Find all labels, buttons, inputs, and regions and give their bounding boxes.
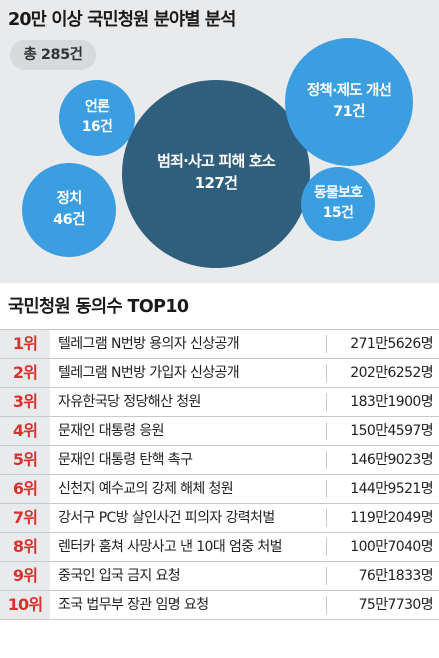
rank-label: 9위 (0, 562, 50, 590)
agree-count: 119만2049명 (350, 510, 433, 526)
rank-label: 6위 (0, 475, 50, 503)
bubble-policy-label: 정책·제도 개선 (307, 81, 392, 99)
petition-name: 텔레그램 N번방 가입자 신상공개 (58, 365, 240, 381)
petition-name: 신천지 예수교의 강제 해체 청원 (58, 481, 234, 497)
table-row: 6위 신천지 예수교의 강제 해체 청원 144만9521명 (0, 474, 439, 503)
column-divider (326, 538, 327, 556)
top10-section: 국민청원 동의수 TOP10 1위 텔레그램 N번방 용의자 신상공개 271만56… (0, 283, 439, 658)
total-badge: 총 285건 (10, 40, 96, 70)
bubble-politics: 정치 46건 (22, 163, 116, 257)
column-divider (326, 393, 327, 411)
bubble-politics-circle (22, 163, 116, 257)
agree-count: 144만9521명 (350, 481, 433, 497)
column-divider (326, 364, 327, 382)
bubble-press-circle (59, 80, 135, 156)
bubble-politics-value: 46건 (53, 211, 85, 228)
column-divider (326, 335, 327, 353)
column-divider (326, 509, 327, 527)
rank-label: 8위 (0, 533, 50, 561)
agree-count: 202만6252명 (350, 365, 433, 381)
table-row: 1위 텔레그램 N번방 용의자 신상공개 271만5626명 (0, 329, 439, 358)
rank-label: 3위 (0, 388, 50, 416)
category-chart-section: 20만 이상 국민청원 분야별 분석 총 285건 범죄·사고 피해 호소 127… (0, 0, 439, 283)
rank-label: 5위 (0, 446, 50, 474)
bubble-animal-label: 동물보호 (314, 185, 363, 201)
bubble-crime-label: 범죄·사고 피해 호소 (157, 152, 276, 170)
bubble-politics-label: 정치 (56, 189, 81, 207)
column-divider (326, 596, 327, 614)
agree-count: 75만7730명 (358, 597, 434, 613)
table-row: 9위 중국인 입국 금지 요청 76만1833명 (0, 561, 439, 590)
bubble-animal-value: 15건 (323, 204, 354, 221)
table-row: 8위 렌터카 훔쳐 사망사고 낸 10대 엄중 처벌 100만7040명 (0, 532, 439, 561)
agree-count: 100만7040명 (350, 539, 433, 555)
top10-title: 국민청원 동의수 TOP10 (8, 297, 189, 317)
petition-name: 조국 법무부 장관 임명 요청 (58, 597, 209, 613)
table-row: 5위 문재인 대통령 탄핵 촉구 146만9023명 (0, 445, 439, 474)
agree-count: 146만9023명 (350, 452, 433, 468)
agree-count: 183만1900명 (350, 394, 433, 410)
category-chart-title: 20만 이상 국민청원 분야별 분석 (8, 10, 236, 30)
bubble-animal: 동물보호 15건 (301, 167, 375, 241)
bubble-policy-circle (285, 38, 413, 166)
bubble-policy: 정책·제도 개선 71건 (285, 38, 413, 166)
rank-label: 10위 (0, 591, 50, 619)
table-bottom-border (0, 619, 439, 620)
rank-label: 2위 (0, 359, 50, 387)
rank-label: 7위 (0, 504, 50, 532)
agree-count: 271만5626명 (350, 336, 433, 352)
table-row: 10위 조국 법무부 장관 임명 요청 75만7730명 (0, 590, 439, 619)
bubble-crime-value: 127건 (195, 174, 238, 192)
bubble-crime-circle (122, 80, 310, 268)
petition-name: 문재인 대통령 응원 (58, 423, 165, 439)
bubble-press-value: 16건 (82, 118, 113, 135)
petition-name: 문재인 대통령 탄핵 촉구 (58, 452, 193, 468)
agree-count: 76만1833명 (358, 568, 434, 584)
column-divider (326, 451, 327, 469)
bubble-crime: 범죄·사고 피해 호소 127건 (122, 80, 310, 268)
petition-name: 텔레그램 N번방 용의자 신상공개 (58, 336, 240, 352)
table-row: 7위 강서구 PC방 살인사건 피의자 강력처벌 119만2049명 (0, 503, 439, 532)
bubble-policy-value: 71건 (333, 103, 365, 120)
petition-name: 렌터카 훔쳐 사망사고 낸 10대 엄중 처벌 (58, 539, 283, 555)
column-divider (326, 422, 327, 440)
petition-name: 강서구 PC방 살인사건 피의자 강력처벌 (58, 510, 275, 526)
top10-table: 1위 텔레그램 N번방 용의자 신상공개 271만5626명 2위 텔레그램 N번방 가… (0, 325, 439, 650)
petition-name: 자유한국당 정당해산 청원 (58, 394, 201, 410)
petition-name: 중국인 입국 금지 요청 (58, 568, 181, 584)
table-row: 2위 텔레그램 N번방 가입자 신상공개 202만6252명 (0, 358, 439, 387)
bubble-press-label: 언론 (85, 98, 110, 115)
table-row: 3위 자유한국당 정당해산 청원 183만1900명 (0, 387, 439, 416)
agree-count: 150만4597명 (350, 423, 433, 439)
rank-label: 4위 (0, 417, 50, 445)
bubble-animal-circle (301, 167, 375, 241)
column-divider (326, 567, 327, 585)
bubble-press: 언론 16건 (59, 80, 135, 156)
rank-label: 1위 (0, 330, 50, 358)
column-divider (326, 480, 327, 498)
table-row: 4위 문재인 대통령 응원 150만4597명 (0, 416, 439, 445)
